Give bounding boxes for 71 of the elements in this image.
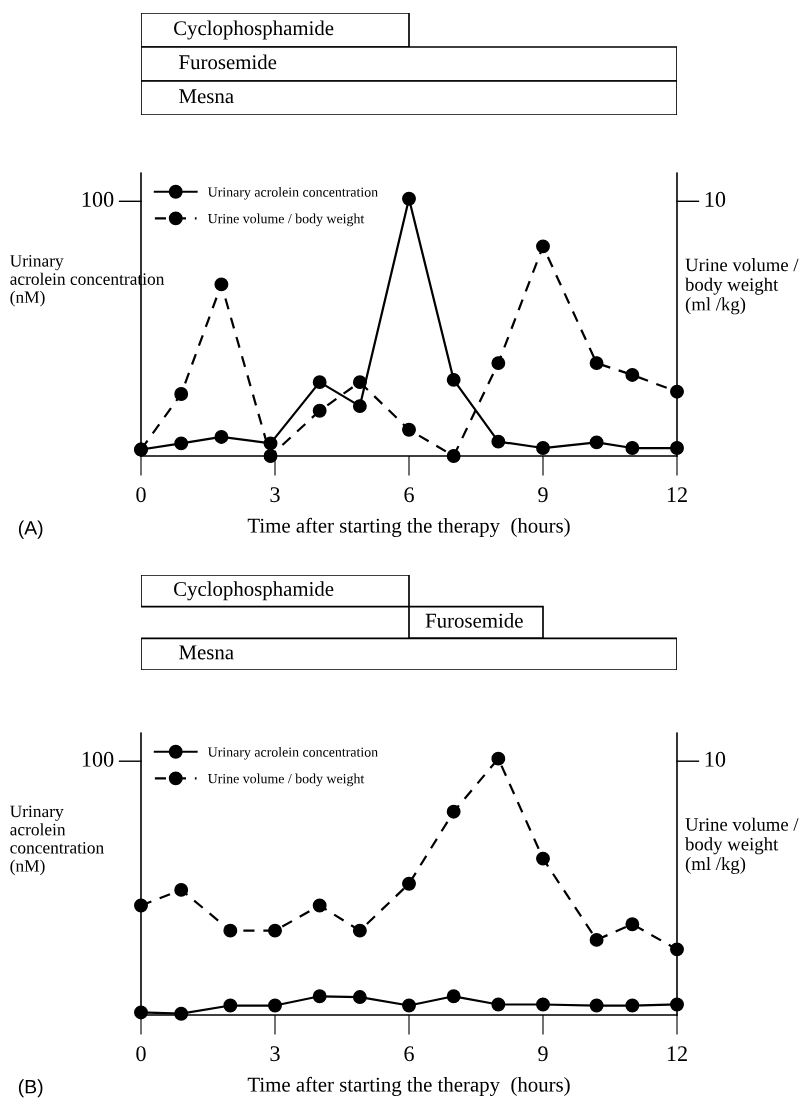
- point: [589, 998, 604, 1013]
- point: [625, 441, 640, 455]
- point: [446, 804, 461, 819]
- point: [402, 876, 416, 891]
- point: [491, 751, 506, 766]
- point: [174, 436, 189, 451]
- point: [174, 882, 189, 897]
- x-tick-label: 6: [404, 1046, 414, 1062]
- x-tick-label: 9: [538, 1046, 548, 1062]
- x-tick-label: 6: [404, 487, 414, 503]
- point: [536, 997, 550, 1012]
- x-tick-label: 9: [538, 487, 548, 503]
- point: [625, 368, 640, 382]
- y2-axis-title: Urine volume / body weight (ml /kg): [685, 817, 799, 874]
- x-axis-title: Time after starting the therapy (hours): [247, 517, 570, 537]
- point: [268, 923, 282, 938]
- point: [536, 851, 550, 866]
- x-tick-label: 0: [136, 1046, 146, 1062]
- category-label: Furosemide: [179, 54, 277, 70]
- category-label: Furosemide: [425, 613, 523, 628]
- legend-label: Urine volume / body weight: [207, 213, 365, 227]
- point: [214, 430, 229, 444]
- point: [352, 923, 367, 938]
- point: [625, 998, 640, 1013]
- category-label: Mesna: [179, 645, 234, 660]
- point: [446, 989, 461, 1004]
- point: [312, 375, 327, 390]
- text: 10: [705, 191, 726, 207]
- point: [536, 239, 550, 254]
- text: (A): [18, 520, 43, 539]
- x-tick-label: 3: [270, 1046, 280, 1062]
- point: [491, 434, 506, 449]
- point: [625, 917, 640, 932]
- category-label: Cyclophosphamide: [174, 581, 334, 601]
- point: [402, 191, 416, 206]
- point: [402, 998, 416, 1013]
- text: 10: [705, 751, 726, 767]
- text: (B): [18, 1079, 43, 1098]
- category-label: Mesna: [179, 89, 234, 104]
- point: [214, 277, 229, 292]
- point: [312, 898, 327, 913]
- point: [589, 435, 604, 450]
- legend-label: Urine volume / body weight: [207, 773, 365, 787]
- x-tick-label: 12: [667, 487, 687, 502]
- point: [312, 403, 327, 418]
- point: [312, 989, 327, 1004]
- text: 100: [82, 191, 114, 207]
- point: [536, 441, 550, 455]
- point: [589, 932, 604, 947]
- x-axis-title: Time after starting the therapy (hours): [247, 1076, 570, 1096]
- point: [352, 990, 367, 1004]
- point: [268, 998, 282, 1013]
- legend-label: Urinary acrolein concentration: [207, 746, 378, 760]
- point: [491, 356, 506, 371]
- text: 100: [82, 751, 114, 767]
- point: [352, 375, 367, 390]
- y-axis-title: Urinary acrolein concentration (nM): [10, 805, 104, 876]
- point: [491, 997, 506, 1012]
- legend-label: Urinary acrolein concentration: [207, 186, 378, 200]
- point: [223, 923, 238, 938]
- x-tick-label: 0: [136, 487, 146, 503]
- point: [402, 422, 416, 437]
- point: [352, 399, 367, 414]
- point: [174, 387, 189, 401]
- x-tick-label: 3: [270, 487, 280, 503]
- point: [223, 998, 238, 1013]
- y2-axis-title: Urine volume / body weight (ml /kg): [685, 258, 799, 315]
- category-label: Cyclophosphamide: [174, 20, 334, 40]
- point: [589, 356, 604, 371]
- x-tick-label: 12: [667, 1046, 687, 1061]
- point: [446, 372, 461, 387]
